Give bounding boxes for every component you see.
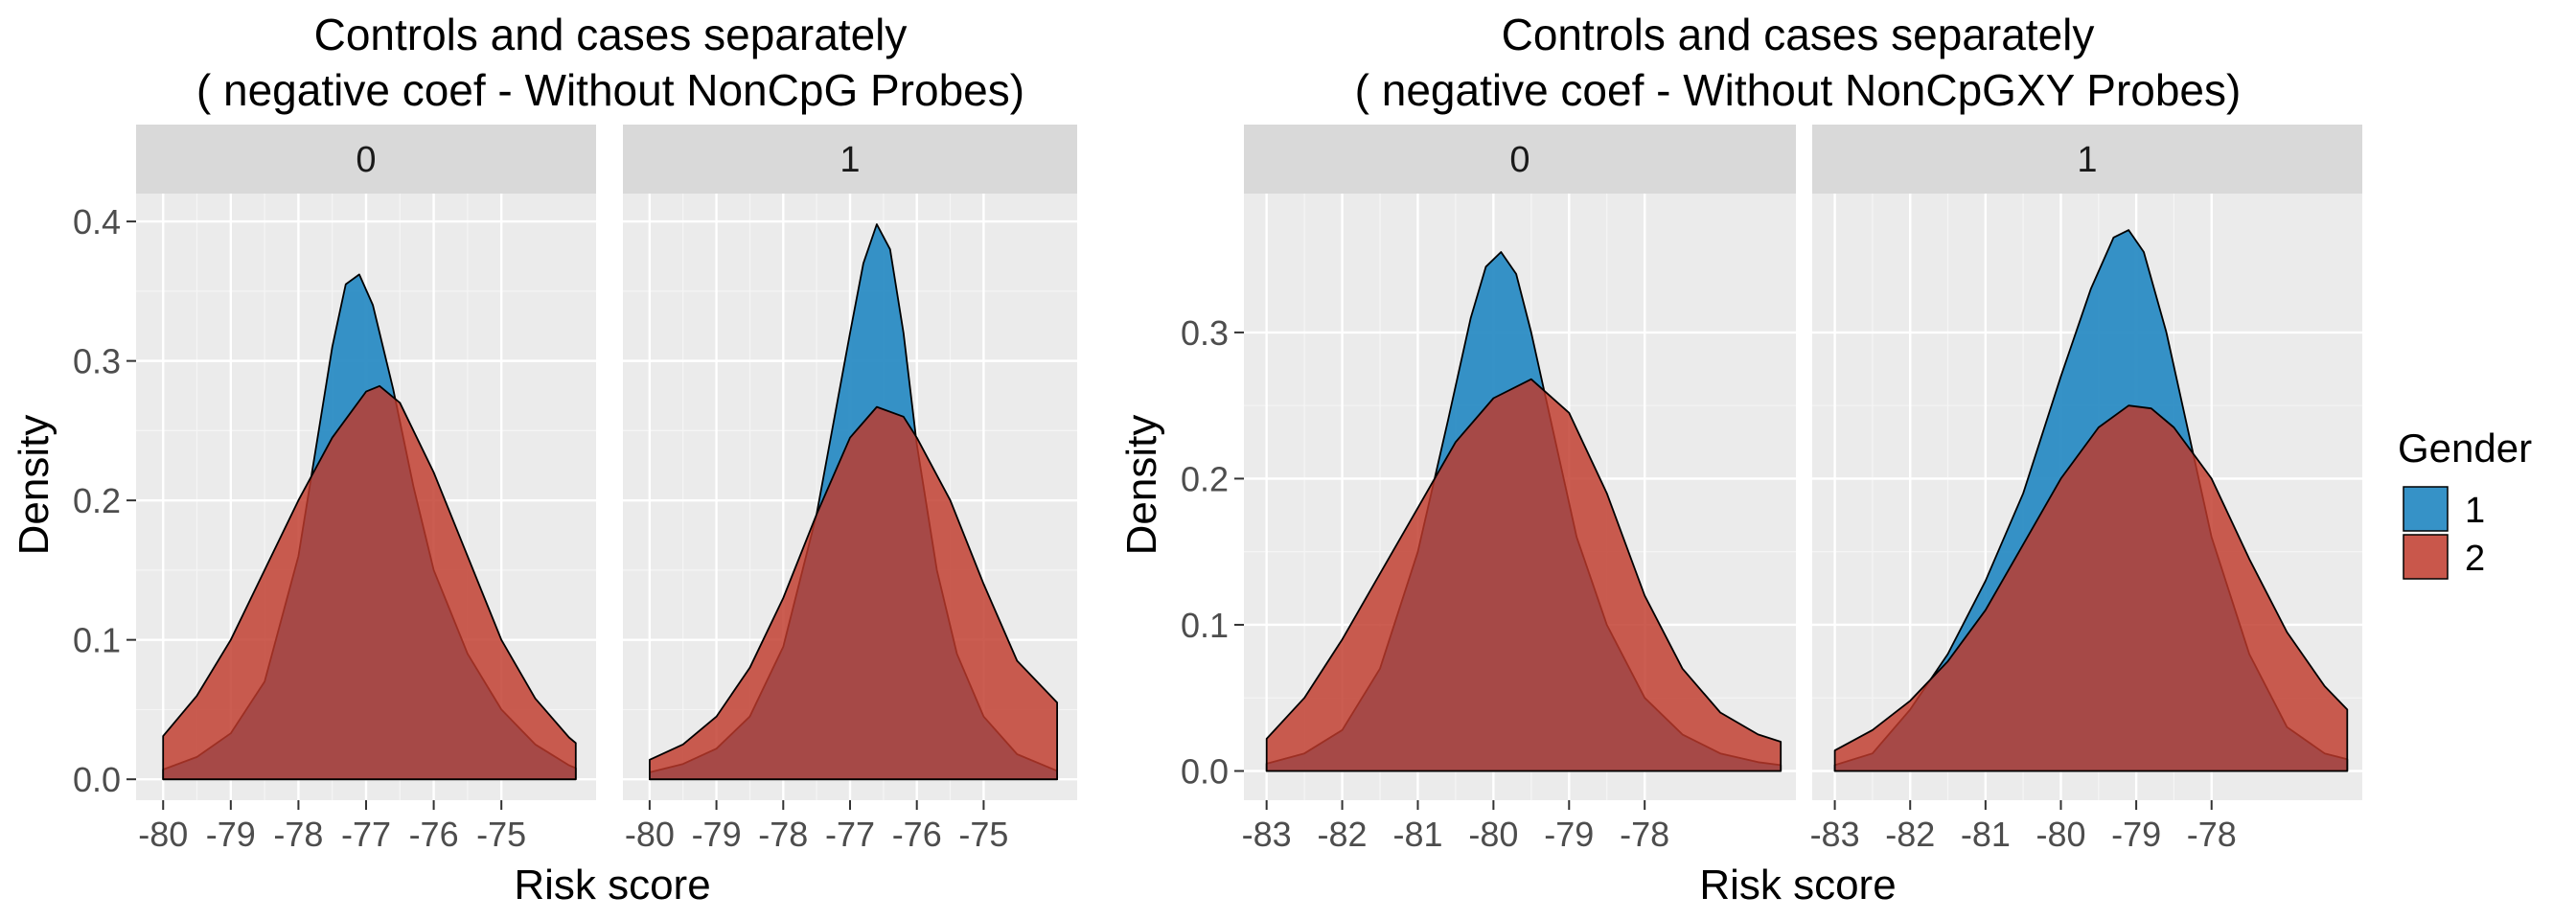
x-tick-label: -78 [758,815,808,854]
x-tick-label: -80 [2036,815,2085,854]
x-tick-label: -78 [1620,815,1669,854]
y-tick-label: 0.2 [1181,459,1229,498]
legend: Gender 1 2 [2398,426,2532,580]
x-tick-label: -81 [1961,815,2011,854]
legend-label-1: 1 [2465,491,2485,531]
x-tick-label: -79 [206,815,256,854]
y-tick-label: 0.0 [1181,751,1229,791]
x-tick-label: -78 [273,815,323,854]
y-tick-label: 0.2 [73,481,121,520]
x-tick-label: -78 [2187,815,2237,854]
y-tick-label: 0.3 [1181,313,1229,353]
facet-strip-label: 0 [356,140,376,180]
facet-strip [136,125,596,194]
x-tick-label: -80 [138,815,188,854]
chart-right-title: Controls and cases separately [1502,10,2095,59]
x-tick-label: -77 [825,815,875,854]
chart-left-subtitle: ( negative coef - Without NonCpG Probes) [196,65,1024,115]
chart-left: Controls and cases separately ( negative… [11,10,1077,908]
facet-strip [1812,125,2362,194]
x-tick-label: -76 [892,815,942,854]
x-tick-label: -75 [476,815,526,854]
y-tick-label: 0.0 [73,760,121,799]
chart-right-x-axis-title: Risk score [1699,862,1896,908]
x-tick-label: -77 [341,815,391,854]
x-tick-label: -75 [958,815,1008,854]
y-tick-label: 0.3 [73,342,121,381]
facet-strip-label: 0 [1509,140,1530,180]
legend-label-2: 2 [2465,539,2485,579]
x-tick-label: -82 [1885,815,1935,854]
density-area-gender-2 [162,384,577,781]
density-area-gender-2 [649,405,1058,781]
density-area-gender-2 [1833,404,2349,772]
chart-right-subtitle: ( negative coef - Without NonCpGXY Probe… [1355,65,2242,115]
x-tick-label: -83 [1242,815,1292,854]
chart-right-facet-1: 1 -83 -82 -81 -80 -79 -78 [1810,125,2362,854]
chart-left-title: Controls and cases separately [314,10,908,59]
chart-right-facet-0: 0 -83 -82 -81 -80 -79 -78 [1242,125,1796,854]
x-tick-label: -80 [1468,815,1518,854]
legend-title: Gender [2398,426,2532,471]
chart-left-x-axis-title: Risk score [514,862,710,908]
x-tick-label: -83 [1810,815,1860,854]
legend-key-1 [2403,486,2449,532]
legend-key-2 [2403,534,2449,580]
x-tick-label: -82 [1318,815,1368,854]
x-tick-label: -76 [409,815,459,854]
facet-strip-label: 1 [840,140,860,180]
y-tick-label: 0.1 [1181,606,1229,645]
chart-right: Controls and cases separately ( negative… [1118,10,2362,908]
chart-left-y-axis: 0.0 0.1 0.2 0.3 0.4 [73,202,136,799]
x-tick-label: -79 [1544,815,1594,854]
chart-right-y-axis-title: Density [1118,415,1165,556]
chart-left-facet-1: 1 -80 -79 -78 -77 -76 -75 [623,125,1077,854]
facet-strip-label: 1 [2077,140,2097,180]
chart-left-facet-0: 0 -80 -79 -78 -77 -76 -75 [136,125,596,854]
x-tick-label: -80 [625,815,675,854]
y-tick-label: 0.4 [73,202,121,242]
x-tick-label: -79 [692,815,742,854]
density-area-gender-2 [1265,378,1782,772]
facet-strip [623,125,1077,194]
x-tick-label: -79 [2111,815,2161,854]
chart-left-y-axis-title: Density [11,415,58,556]
x-tick-label: -81 [1392,815,1442,854]
chart-right-y-axis: 0.0 0.1 0.2 0.3 [1181,313,1244,791]
facet-strip [1244,125,1796,194]
y-tick-label: 0.1 [73,621,121,660]
